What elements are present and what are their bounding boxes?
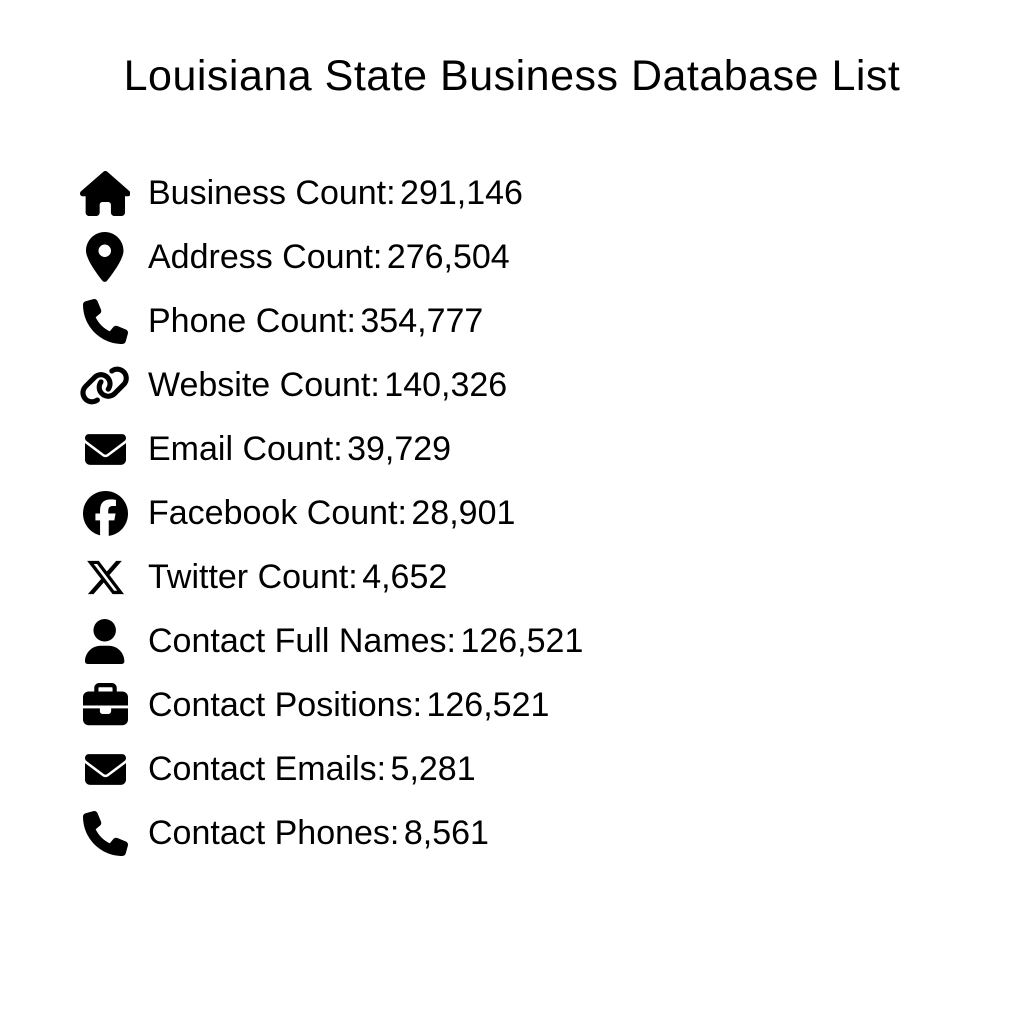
stat-row-phone-count: Phone Count: 354,777 <box>78 289 1024 353</box>
stat-row-address-count: Address Count: 276,504 <box>78 225 1024 289</box>
stat-row-website-count: Website Count: 140,326 <box>78 353 1024 417</box>
stat-row-facebook-count: Facebook Count: 28,901 <box>78 481 1024 545</box>
stat-label: Contact Phones: <box>148 814 400 852</box>
stat-row-twitter-count: Twitter Count: 4,652 <box>78 545 1024 609</box>
stat-value: 39,729 <box>347 430 452 468</box>
stat-label: Email Count: <box>148 430 343 468</box>
stat-row-contact-emails: Contact Emails: 5,281 <box>78 737 1024 801</box>
page: Louisiana State Business Database List B… <box>0 52 1024 865</box>
facebook-icon <box>78 490 132 536</box>
stat-value: 291,146 <box>400 174 523 212</box>
home-icon <box>78 170 132 216</box>
stat-label: Address Count: <box>148 238 383 276</box>
stat-label: Business Count: <box>148 174 396 212</box>
stats-list: Business Count: 291,146 Address Count: 2… <box>0 161 1024 865</box>
envelope-icon <box>78 749 132 790</box>
stat-value: 8,561 <box>403 814 489 852</box>
stat-row-business-count: Business Count: 291,146 <box>78 161 1024 225</box>
stat-label: Contact Full Names: <box>148 622 456 660</box>
page-title: Louisiana State Business Database List <box>123 52 901 100</box>
stat-label: Website Count: <box>148 366 380 404</box>
stat-value: 126,521 <box>426 686 550 724</box>
phone-icon <box>78 298 132 344</box>
stat-label: Twitter Count: <box>148 558 358 596</box>
stat-value: 126,521 <box>460 622 584 660</box>
stat-value: 28,901 <box>411 494 516 532</box>
stat-value: 4,652 <box>362 558 448 596</box>
phone-icon <box>78 810 132 856</box>
stat-row-email-count: Email Count: 39,729 <box>78 417 1024 481</box>
stat-value: 276,504 <box>386 238 510 276</box>
location-pin-icon <box>78 232 132 282</box>
stat-value: 140,326 <box>384 366 508 404</box>
stat-row-contact-phones: Contact Phones: 8,561 <box>78 801 1024 865</box>
stat-row-contact-positions: Contact Positions: 126,521 <box>78 673 1024 737</box>
envelope-icon <box>78 429 132 470</box>
stat-row-contact-full-names: Contact Full Names: 126,521 <box>78 609 1024 673</box>
user-icon <box>78 618 132 664</box>
stat-label: Contact Emails: <box>148 750 387 788</box>
briefcase-icon <box>78 682 132 728</box>
stat-value: 354,777 <box>360 302 484 340</box>
stat-label: Facebook Count: <box>148 494 407 532</box>
x-twitter-icon <box>78 557 132 598</box>
stat-label: Contact Positions: <box>148 686 423 724</box>
stat-value: 5,281 <box>390 750 476 788</box>
link-icon <box>78 365 132 406</box>
stat-label: Phone Count: <box>148 302 356 340</box>
